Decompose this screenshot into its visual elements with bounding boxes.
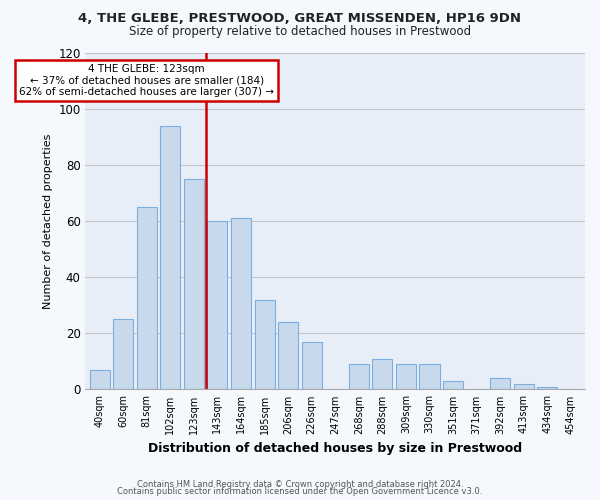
Bar <box>537 386 557 390</box>
Bar <box>208 221 227 390</box>
Bar <box>113 319 133 390</box>
Bar <box>396 364 416 390</box>
X-axis label: Distribution of detached houses by size in Prestwood: Distribution of detached houses by size … <box>148 442 522 455</box>
Text: 4, THE GLEBE, PRESTWOOD, GREAT MISSENDEN, HP16 9DN: 4, THE GLEBE, PRESTWOOD, GREAT MISSENDEN… <box>79 12 521 26</box>
Text: Contains public sector information licensed under the Open Government Licence v3: Contains public sector information licen… <box>118 488 482 496</box>
Bar <box>490 378 510 390</box>
Bar <box>443 381 463 390</box>
Bar <box>231 218 251 390</box>
Bar <box>160 126 181 390</box>
Text: 4 THE GLEBE: 123sqm
← 37% of detached houses are smaller (184)
62% of semi-detac: 4 THE GLEBE: 123sqm ← 37% of detached ho… <box>19 64 274 97</box>
Bar <box>254 300 275 390</box>
Text: Size of property relative to detached houses in Prestwood: Size of property relative to detached ho… <box>129 25 471 38</box>
Bar <box>349 364 369 390</box>
Bar <box>278 322 298 390</box>
Text: Contains HM Land Registry data © Crown copyright and database right 2024.: Contains HM Land Registry data © Crown c… <box>137 480 463 489</box>
Bar <box>419 364 440 390</box>
Bar <box>184 179 204 390</box>
Bar <box>89 370 110 390</box>
Bar <box>373 358 392 390</box>
Y-axis label: Number of detached properties: Number of detached properties <box>43 134 53 308</box>
Bar <box>514 384 534 390</box>
Bar <box>137 207 157 390</box>
Bar <box>302 342 322 390</box>
